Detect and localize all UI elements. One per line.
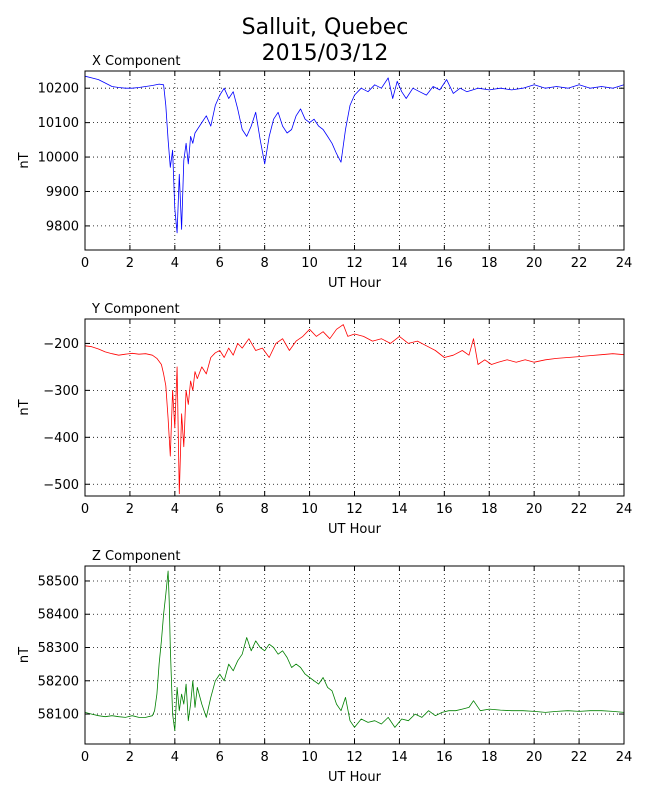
x-tick-label: 4 — [171, 256, 179, 271]
x-tick-label: 18 — [481, 750, 498, 765]
x-tick-label: 10 — [301, 502, 318, 517]
x-tick-label: 16 — [436, 256, 453, 271]
x-tick-label: 0 — [81, 750, 89, 765]
x-tick-label: 12 — [346, 256, 363, 271]
x-tick-label: 18 — [481, 256, 498, 271]
series-line — [84, 570, 625, 732]
panel-title: X Component — [92, 54, 181, 69]
x-tick-label: 4 — [171, 750, 179, 765]
y-tick-label: 58500 — [38, 574, 79, 589]
y-tick-label: −500 — [43, 478, 79, 493]
y-tick-label: 9800 — [46, 219, 79, 234]
x-tick-label: 22 — [571, 256, 588, 271]
x-tick-label: 16 — [436, 750, 453, 765]
y-tick-label: 10000 — [38, 151, 79, 166]
y-tick-label: 58100 — [38, 708, 79, 723]
x-tick-label: 2 — [126, 502, 134, 517]
y-tick-label: −400 — [43, 431, 79, 446]
x-tick-label: 12 — [346, 750, 363, 765]
x-tick-label: 24 — [616, 502, 633, 517]
x-tick-label: 6 — [216, 502, 224, 517]
x-tick-label: 24 — [616, 256, 633, 271]
x-tick-label: 8 — [261, 502, 269, 517]
figure-title-line1: Salluit, Quebec — [242, 15, 409, 40]
y-tick-label: 10100 — [38, 116, 79, 131]
x-tick-label: 16 — [436, 502, 453, 517]
series-line — [84, 324, 625, 495]
x-tick-label: 8 — [261, 256, 269, 271]
x-tick-label: 2 — [126, 256, 134, 271]
panel-title: Z Component — [92, 549, 181, 564]
y-axis-label: nT — [17, 152, 32, 168]
x-tick-label: 18 — [481, 502, 498, 517]
x-tick-label: 10 — [301, 256, 318, 271]
x-tick-label: 14 — [391, 502, 408, 517]
x-axis-label: UT Hour — [328, 522, 382, 537]
y-axis-label: nT — [17, 647, 32, 663]
series-line — [84, 75, 625, 234]
x-tick-label: 4 — [171, 502, 179, 517]
y-tick-label: 58400 — [38, 608, 79, 623]
x-tick-label: 22 — [571, 750, 588, 765]
x-tick-label: 0 — [81, 256, 89, 271]
x-tick-label: 14 — [391, 256, 408, 271]
x-tick-label: 24 — [616, 750, 633, 765]
x-tick-label: 10 — [301, 750, 318, 765]
y-tick-label: 10200 — [38, 82, 79, 97]
x-axis-label: UT Hour — [328, 276, 382, 291]
y-axis-label: nT — [17, 399, 32, 415]
y-tick-label: −200 — [43, 337, 79, 352]
panel-title: Y Component — [91, 302, 180, 317]
x-tick-label: 20 — [526, 502, 543, 517]
x-axis-label: UT Hour — [328, 770, 382, 785]
figure-title-line2: 2015/03/12 — [262, 41, 389, 66]
x-tick-label: 8 — [261, 750, 269, 765]
x-tick-label: 12 — [346, 502, 363, 517]
x-tick-label: 20 — [526, 256, 543, 271]
x-tick-label: 22 — [571, 502, 588, 517]
y-tick-label: 58300 — [38, 641, 79, 656]
y-tick-label: 9900 — [46, 185, 79, 200]
x-tick-label: 6 — [216, 750, 224, 765]
y-tick-label: 58200 — [38, 674, 79, 689]
x-tick-label: 2 — [126, 750, 134, 765]
x-tick-label: 6 — [216, 256, 224, 271]
x-tick-label: 0 — [81, 502, 89, 517]
y-tick-label: −300 — [43, 384, 79, 399]
x-tick-label: 14 — [391, 750, 408, 765]
x-tick-label: 20 — [526, 750, 543, 765]
